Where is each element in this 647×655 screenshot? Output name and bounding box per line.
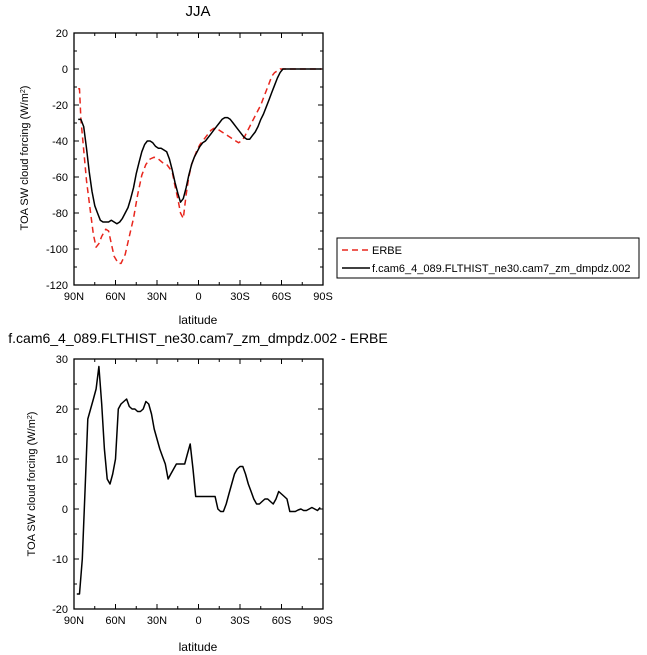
top-chart-x-tick-label: 90S (313, 291, 333, 303)
top-chart-y-tick-label: -40 (52, 136, 68, 148)
top-chart-y-tick-label: 20 (56, 28, 68, 40)
top-chart-y-tick-label: -80 (52, 208, 68, 220)
bottom-chart-x-tick-label: 60N (105, 615, 125, 627)
bottom-chart-x-tick-label: 60S (272, 615, 292, 627)
bottom-chart-axes: 90N 60N 30N 0 30S 60S 90S 30 20 10 0 -10 -20 (52, 354, 333, 627)
top-chart-x-tick-label: 90N (64, 291, 84, 303)
bottom-chart-x-tick-label: 30N (147, 615, 167, 627)
top-chart-series (78, 68, 322, 265)
bottom-chart-x-tick-label: 0 (195, 615, 201, 627)
top-chart-y-tick-label: 0 (62, 64, 68, 76)
bottom-chart-y-tick-label: -10 (52, 554, 68, 566)
bottom-chart-y-tick-label: -20 (52, 604, 68, 616)
top-chart-title: JJA (185, 3, 210, 20)
top-chart-series-1-line (78, 68, 322, 225)
top-chart-y-label-main: TOA SW cloud forcing (W/m (19, 93, 31, 230)
legend-label-model: f.cam6_4_089.FLTHIST_ne30.cam7_zm_dmpdz.… (372, 263, 630, 275)
bottom-chart-title: f.cam6_4_089.FLTHIST_ne30.cam7_zm_dmpdz.… (8, 330, 387, 346)
bottom-chart-series-0-line (76, 365, 321, 595)
bottom-chart-x-label: latitude (179, 640, 218, 654)
top-chart-y-label-sup: 2 (20, 89, 27, 93)
bottom-chart-x-tick-label: 90S (313, 615, 333, 627)
top-chart-y-tick-label: -100 (46, 244, 68, 256)
top-chart-y-tick-label: -60 (52, 172, 68, 184)
bottom-chart-y-label-close: ) (26, 412, 38, 416)
top-chart-x-tick-label: 60S (272, 291, 292, 303)
top-chart-x-label: latitude (179, 313, 218, 327)
top-chart-y-label-close: ) (19, 86, 31, 90)
bottom-chart-y-label: TOA SW cloud forcing (W/m2) (26, 412, 38, 557)
top-chart-x-tick-label: 30N (147, 291, 167, 303)
bottom-chart-series (76, 365, 321, 595)
bottom-chart-frame (73, 358, 324, 610)
top-chart-y-tick-label: -20 (52, 100, 68, 112)
legend-box (336, 237, 640, 279)
top-chart-x-tick-label: 30S (230, 291, 250, 303)
top-chart-y-tick-label: -120 (46, 280, 68, 292)
bottom-chart-y-tick-label: 10 (56, 454, 68, 466)
bottom-chart-y-label-sup: 2 (27, 415, 34, 419)
top-chart-series-0-line (78, 68, 322, 265)
bottom-chart-y-tick-label: 0 (62, 504, 68, 516)
bottom-chart-y-tick-label: 20 (56, 404, 68, 416)
bottom-chart-y-tick-label: 30 (56, 354, 68, 366)
top-chart-x-tick-label: 60N (105, 291, 125, 303)
bottom-chart-x-tick-label: 90N (64, 615, 84, 627)
bottom-chart: f.cam6_4_089.FLTHIST_ne30.cam7_zm_dmpdz.… (8, 330, 387, 654)
legend: ERBE f.cam6_4_089.FLTHIST_ne30.cam7_zm_d… (336, 237, 640, 279)
top-chart-y-label: TOA SW cloud forcing (W/m2) (19, 86, 31, 231)
top-chart-x-tick-label: 0 (195, 291, 201, 303)
top-chart-axes: 90N 60N 30N 0 30S 60S 90S 20 0 -20 -40 -60 -80 -100 -1… (46, 28, 333, 303)
bottom-chart-y-label-main: TOA SW cloud forcing (W/m (26, 419, 38, 556)
bottom-chart-x-tick-label: 30S (230, 615, 250, 627)
legend-label-erbe: ERBE (372, 245, 402, 257)
top-chart: JJA 90N 60N 30N 0 30S 60S 90S 20 0 -20 -40 -60 -80 -1… (19, 3, 333, 327)
